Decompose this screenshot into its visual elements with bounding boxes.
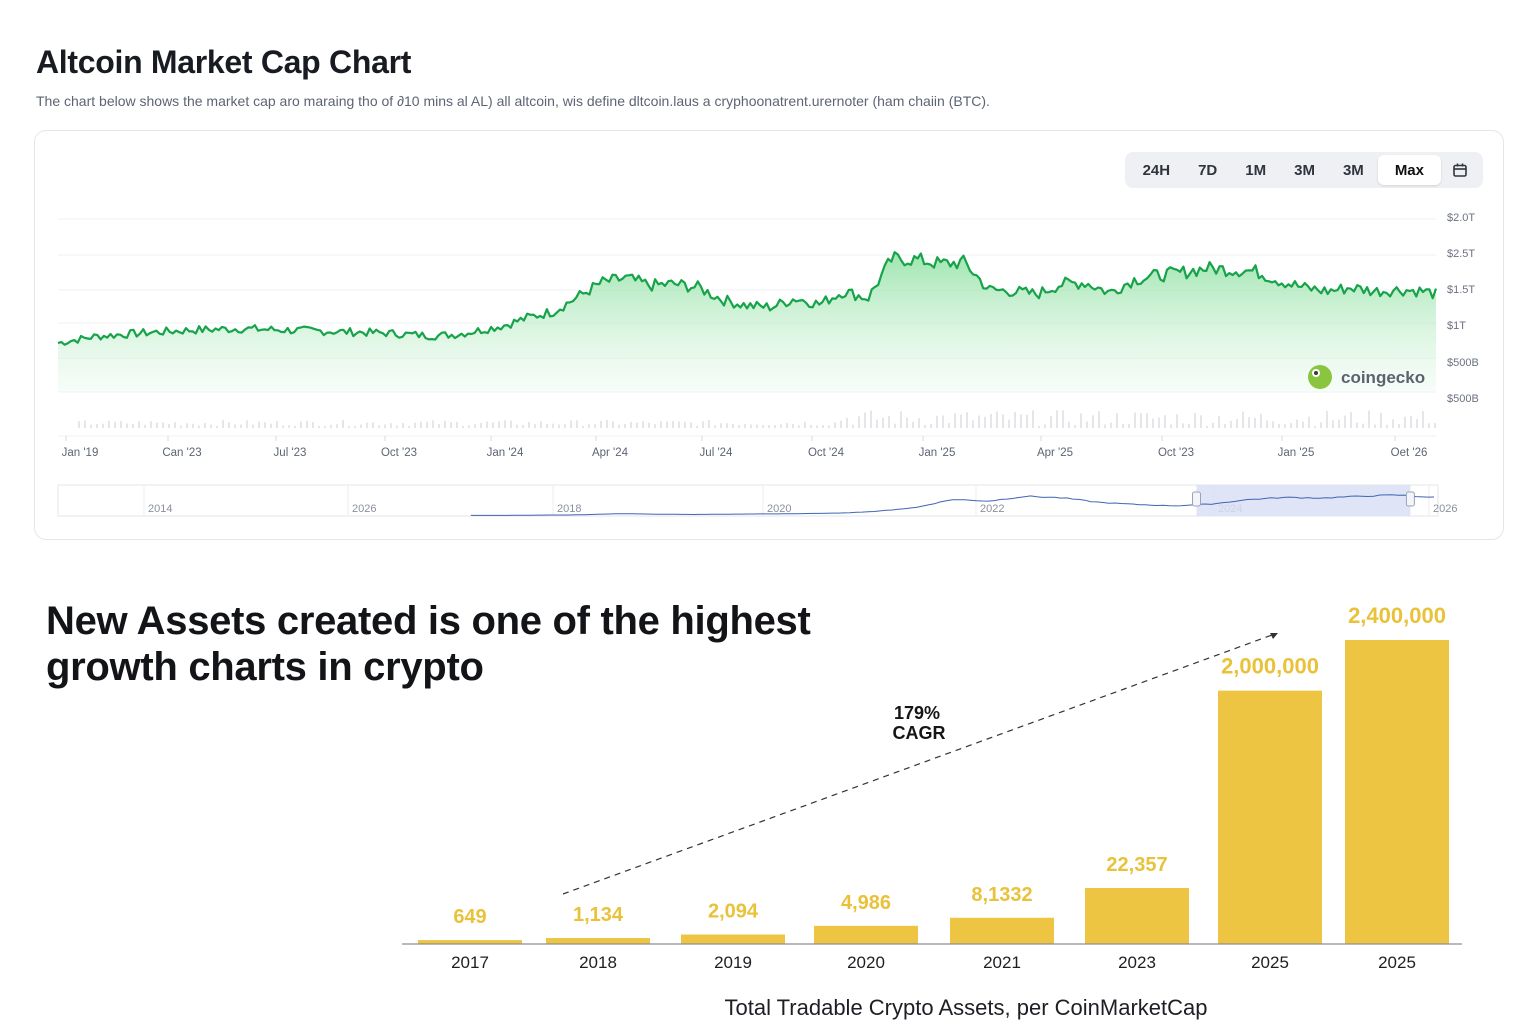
bar-category-label: 2021 xyxy=(983,953,1021,972)
bar-value-label: 2,000,000 xyxy=(1221,654,1319,679)
page-subtitle: The chart below shows the market cap aro… xyxy=(36,93,990,109)
market-cap-chart-card: 24H 7D 1M 3M 3M Max xyxy=(34,130,1504,540)
bar-2025-b xyxy=(1345,640,1449,944)
calendar-icon[interactable] xyxy=(1441,155,1479,185)
bar-value-label: 22,357 xyxy=(1106,854,1167,876)
section-title: New Assets created is one of the highest… xyxy=(46,599,811,689)
calendar-icon-svg xyxy=(1453,163,1467,177)
page-title: Altcoin Market Cap Chart xyxy=(36,44,412,80)
bar-value-label: 2,400,000 xyxy=(1348,603,1446,628)
bar-category-label: 2025 xyxy=(1378,953,1416,972)
cagr-label: CAGR xyxy=(893,723,946,743)
range-button-3m-2[interactable]: 3M xyxy=(1329,155,1378,185)
bar-2021 xyxy=(950,917,1054,944)
bar-2020 xyxy=(814,925,918,944)
bar-value-label: 1,134 xyxy=(573,904,624,926)
bar-category-label: 2020 xyxy=(847,953,885,972)
range-button-7d[interactable]: 7D xyxy=(1184,155,1231,185)
time-range-selector: 24H 7D 1M 3M 3M Max xyxy=(1124,152,1483,188)
bar-chart-xlabel: Total Tradable Crypto Assets, per CoinMa… xyxy=(724,995,1207,1020)
bar-2018 xyxy=(546,938,650,944)
range-button-1m[interactable]: 1M xyxy=(1231,155,1280,185)
bar-category-label: 2019 xyxy=(714,953,752,972)
bar-2017 xyxy=(418,940,522,944)
cagr-value: 179% xyxy=(894,703,940,723)
bar-category-label: 2017 xyxy=(451,953,489,972)
bar-2025 xyxy=(1218,690,1322,944)
bar-category-label: 2018 xyxy=(579,953,617,972)
range-button-24h[interactable]: 24H xyxy=(1129,155,1185,185)
bar-value-label: 2,094 xyxy=(708,901,759,923)
bar-2023 xyxy=(1085,888,1189,944)
bar-category-label: 2023 xyxy=(1118,953,1156,972)
bar-2019 xyxy=(681,934,785,944)
bar-value-label: 8,1332 xyxy=(971,884,1032,906)
bar-value-label: 4,986 xyxy=(841,892,891,914)
range-button-max[interactable]: Max xyxy=(1377,155,1441,185)
bar-value-label: 649 xyxy=(453,906,486,928)
cagr-arrowhead xyxy=(1270,633,1278,639)
bar-category-label: 2025 xyxy=(1251,953,1289,972)
range-button-3m[interactable]: 3M xyxy=(1280,155,1329,185)
